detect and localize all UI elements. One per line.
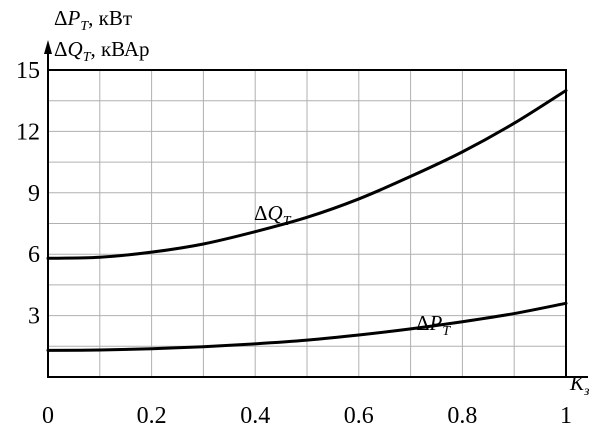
x-tick-labels: 0 0.2 0.4 0.6 0.8 1 — [42, 403, 572, 429]
series-label-dq: ΔQT — [254, 201, 292, 229]
x-tick-label: 0.6 — [344, 403, 374, 429]
x-tick-label: 0.2 — [137, 403, 167, 429]
series-label-dp: ΔPT — [416, 311, 451, 339]
y-tick-label: 15 — [16, 58, 40, 84]
plot-frame — [47, 69, 567, 378]
x-tick-label: 0.8 — [447, 403, 477, 429]
grid — [48, 70, 566, 377]
series-line-dq — [46, 88, 568, 260]
y-axis-label-dq: ΔQT, кВАр — [54, 37, 150, 65]
y-tick-label: 6 — [28, 242, 40, 268]
y-tick-label: 3 — [28, 304, 40, 330]
y-tick-label: 12 — [16, 119, 40, 145]
series-line-dp — [46, 301, 568, 352]
y-axis-label-dp: ΔPT, кВт — [54, 6, 132, 34]
x-tick-label: 1 — [560, 403, 572, 429]
curves — [46, 88, 568, 352]
x-tick-label: 0 — [42, 403, 54, 429]
y-tick-labels: 3 6 9 12 15 — [16, 58, 40, 330]
x-axis-label: Kз — [569, 371, 590, 399]
y-axis-arrowhead — [44, 40, 52, 54]
x-tick-label: 0.4 — [240, 403, 270, 429]
y-tick-label: 9 — [28, 181, 40, 207]
